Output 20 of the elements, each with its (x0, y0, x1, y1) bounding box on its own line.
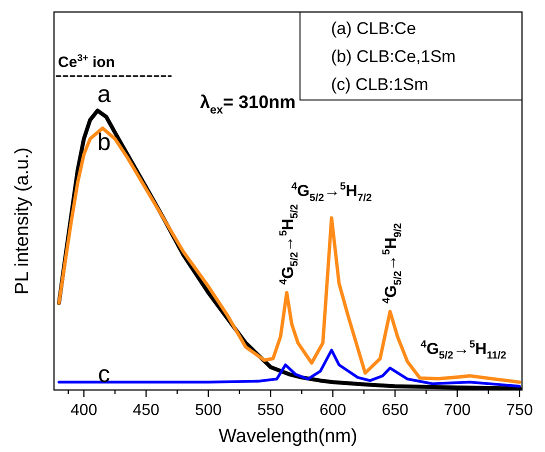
x-axis-title: Wavelength(nm) (218, 426, 358, 447)
annotation: c (98, 361, 110, 388)
annotation: a (97, 81, 112, 108)
annotation: λ$_{ex}$= 310nm (200, 92, 296, 116)
text: Ce$^{3+}$ ion (58, 53, 115, 71)
x-tick-label: 400 (70, 402, 98, 419)
annotation: $^{4}$G$_{5/2}$→$^{5}$H$_{11/2}$ (420, 339, 507, 362)
x-tick-label: 750 (506, 402, 533, 419)
y-axis-title: PL intensity (a.u.) (12, 147, 33, 295)
annotation: $^{4}$G$_{5/2}$→$^{5}$H$_{7/2}$ (291, 182, 372, 204)
x-tick-label: 700 (444, 402, 471, 419)
x-tick-label: 650 (382, 402, 408, 419)
x-tick-label: 600 (319, 402, 346, 419)
text: (a) CLB:Ce (331, 19, 416, 38)
x-tick-label: 500 (194, 402, 222, 419)
annotation: (c) CLB:1Sm (331, 75, 428, 94)
x-tick-label: 550 (257, 402, 284, 419)
text: (b) CLB:Ce,1Sm (331, 47, 456, 66)
x-tick-label: 450 (132, 402, 160, 419)
annotation: b (97, 129, 111, 156)
